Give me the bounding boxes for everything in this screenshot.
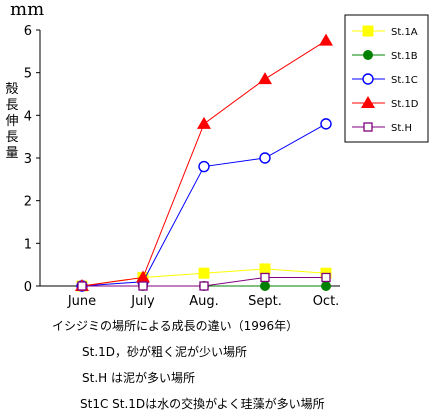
legend-label: St.1B <box>391 51 418 62</box>
data-point <box>260 281 270 291</box>
series-layer <box>75 33 333 292</box>
y-axis-label-char: 長 <box>5 98 18 113</box>
legend-label: St.1C <box>391 75 418 86</box>
data-point <box>321 272 331 283</box>
data-point <box>197 116 211 129</box>
y-tick-label: 3 <box>24 152 32 167</box>
legend-label: St.1D <box>391 99 419 110</box>
y-axis-label-char: 殻 <box>5 82 18 97</box>
caption-title: イシジミの場所による成長の違い（1996年） <box>52 319 299 333</box>
x-tick-label: July <box>130 294 155 309</box>
legend-marker <box>362 25 374 37</box>
legend-item: St.1A <box>352 25 418 38</box>
y-axis-label-char: 量 <box>5 146 18 161</box>
data-point <box>258 72 272 85</box>
y-tick-label: 4 <box>24 109 32 124</box>
data-point <box>77 281 87 291</box>
legend-marker <box>363 50 373 60</box>
y-axis-label-char: 長 <box>5 130 18 145</box>
legend-item: St.1C <box>352 73 418 86</box>
data-point <box>321 281 331 291</box>
y-unit-label: mm <box>10 0 44 20</box>
y-tick-label: 1 <box>24 237 32 252</box>
legend-marker <box>362 73 374 85</box>
x-tick-label: Oct. <box>313 294 340 309</box>
caption-line-2: St.H は泥が多い場所 <box>82 371 195 385</box>
y-tick-label: 2 <box>24 195 32 210</box>
data-point <box>136 270 150 283</box>
caption-line-1: St.1D，砂が粗く泥が少い場所 <box>82 345 248 359</box>
data-point <box>319 33 333 46</box>
x-tick-label: Sept. <box>248 294 282 309</box>
data-point <box>138 281 148 291</box>
legend-label: St.1A <box>391 27 418 38</box>
series-st-h <box>77 272 331 291</box>
data-point <box>198 160 210 173</box>
data-point <box>199 281 209 291</box>
series-line <box>81 123 327 287</box>
data-point <box>260 272 270 283</box>
y-ticks: 0 1 2 3 4 5 6 <box>24 24 40 295</box>
data-point <box>198 267 210 279</box>
legend-item: St.H <box>352 122 412 134</box>
y-tick-label: 5 <box>24 67 32 82</box>
legend-label: St.H <box>391 123 412 134</box>
legend: St.1A St.1B St.1C St.1D St.H <box>344 14 429 143</box>
y-axis-label-char: 伸 <box>5 114 18 129</box>
legend-marker <box>361 96 375 108</box>
x-tick-label: Aug. <box>189 294 219 309</box>
caption-line-3: St1C St.1Dは水の交換がよく珪藻が多い場所 <box>80 397 325 411</box>
x-tick-label: June <box>67 294 96 309</box>
series-st-1c <box>76 118 332 292</box>
data-point <box>259 152 271 164</box>
legend-item: St.1D <box>352 96 419 110</box>
legend-marker <box>363 122 373 132</box>
data-point <box>259 263 271 275</box>
data-point <box>320 118 332 130</box>
y-tick-label: 6 <box>24 24 32 39</box>
y-tick-label: 0 <box>24 280 32 295</box>
legend-item: St.1B <box>352 50 418 62</box>
